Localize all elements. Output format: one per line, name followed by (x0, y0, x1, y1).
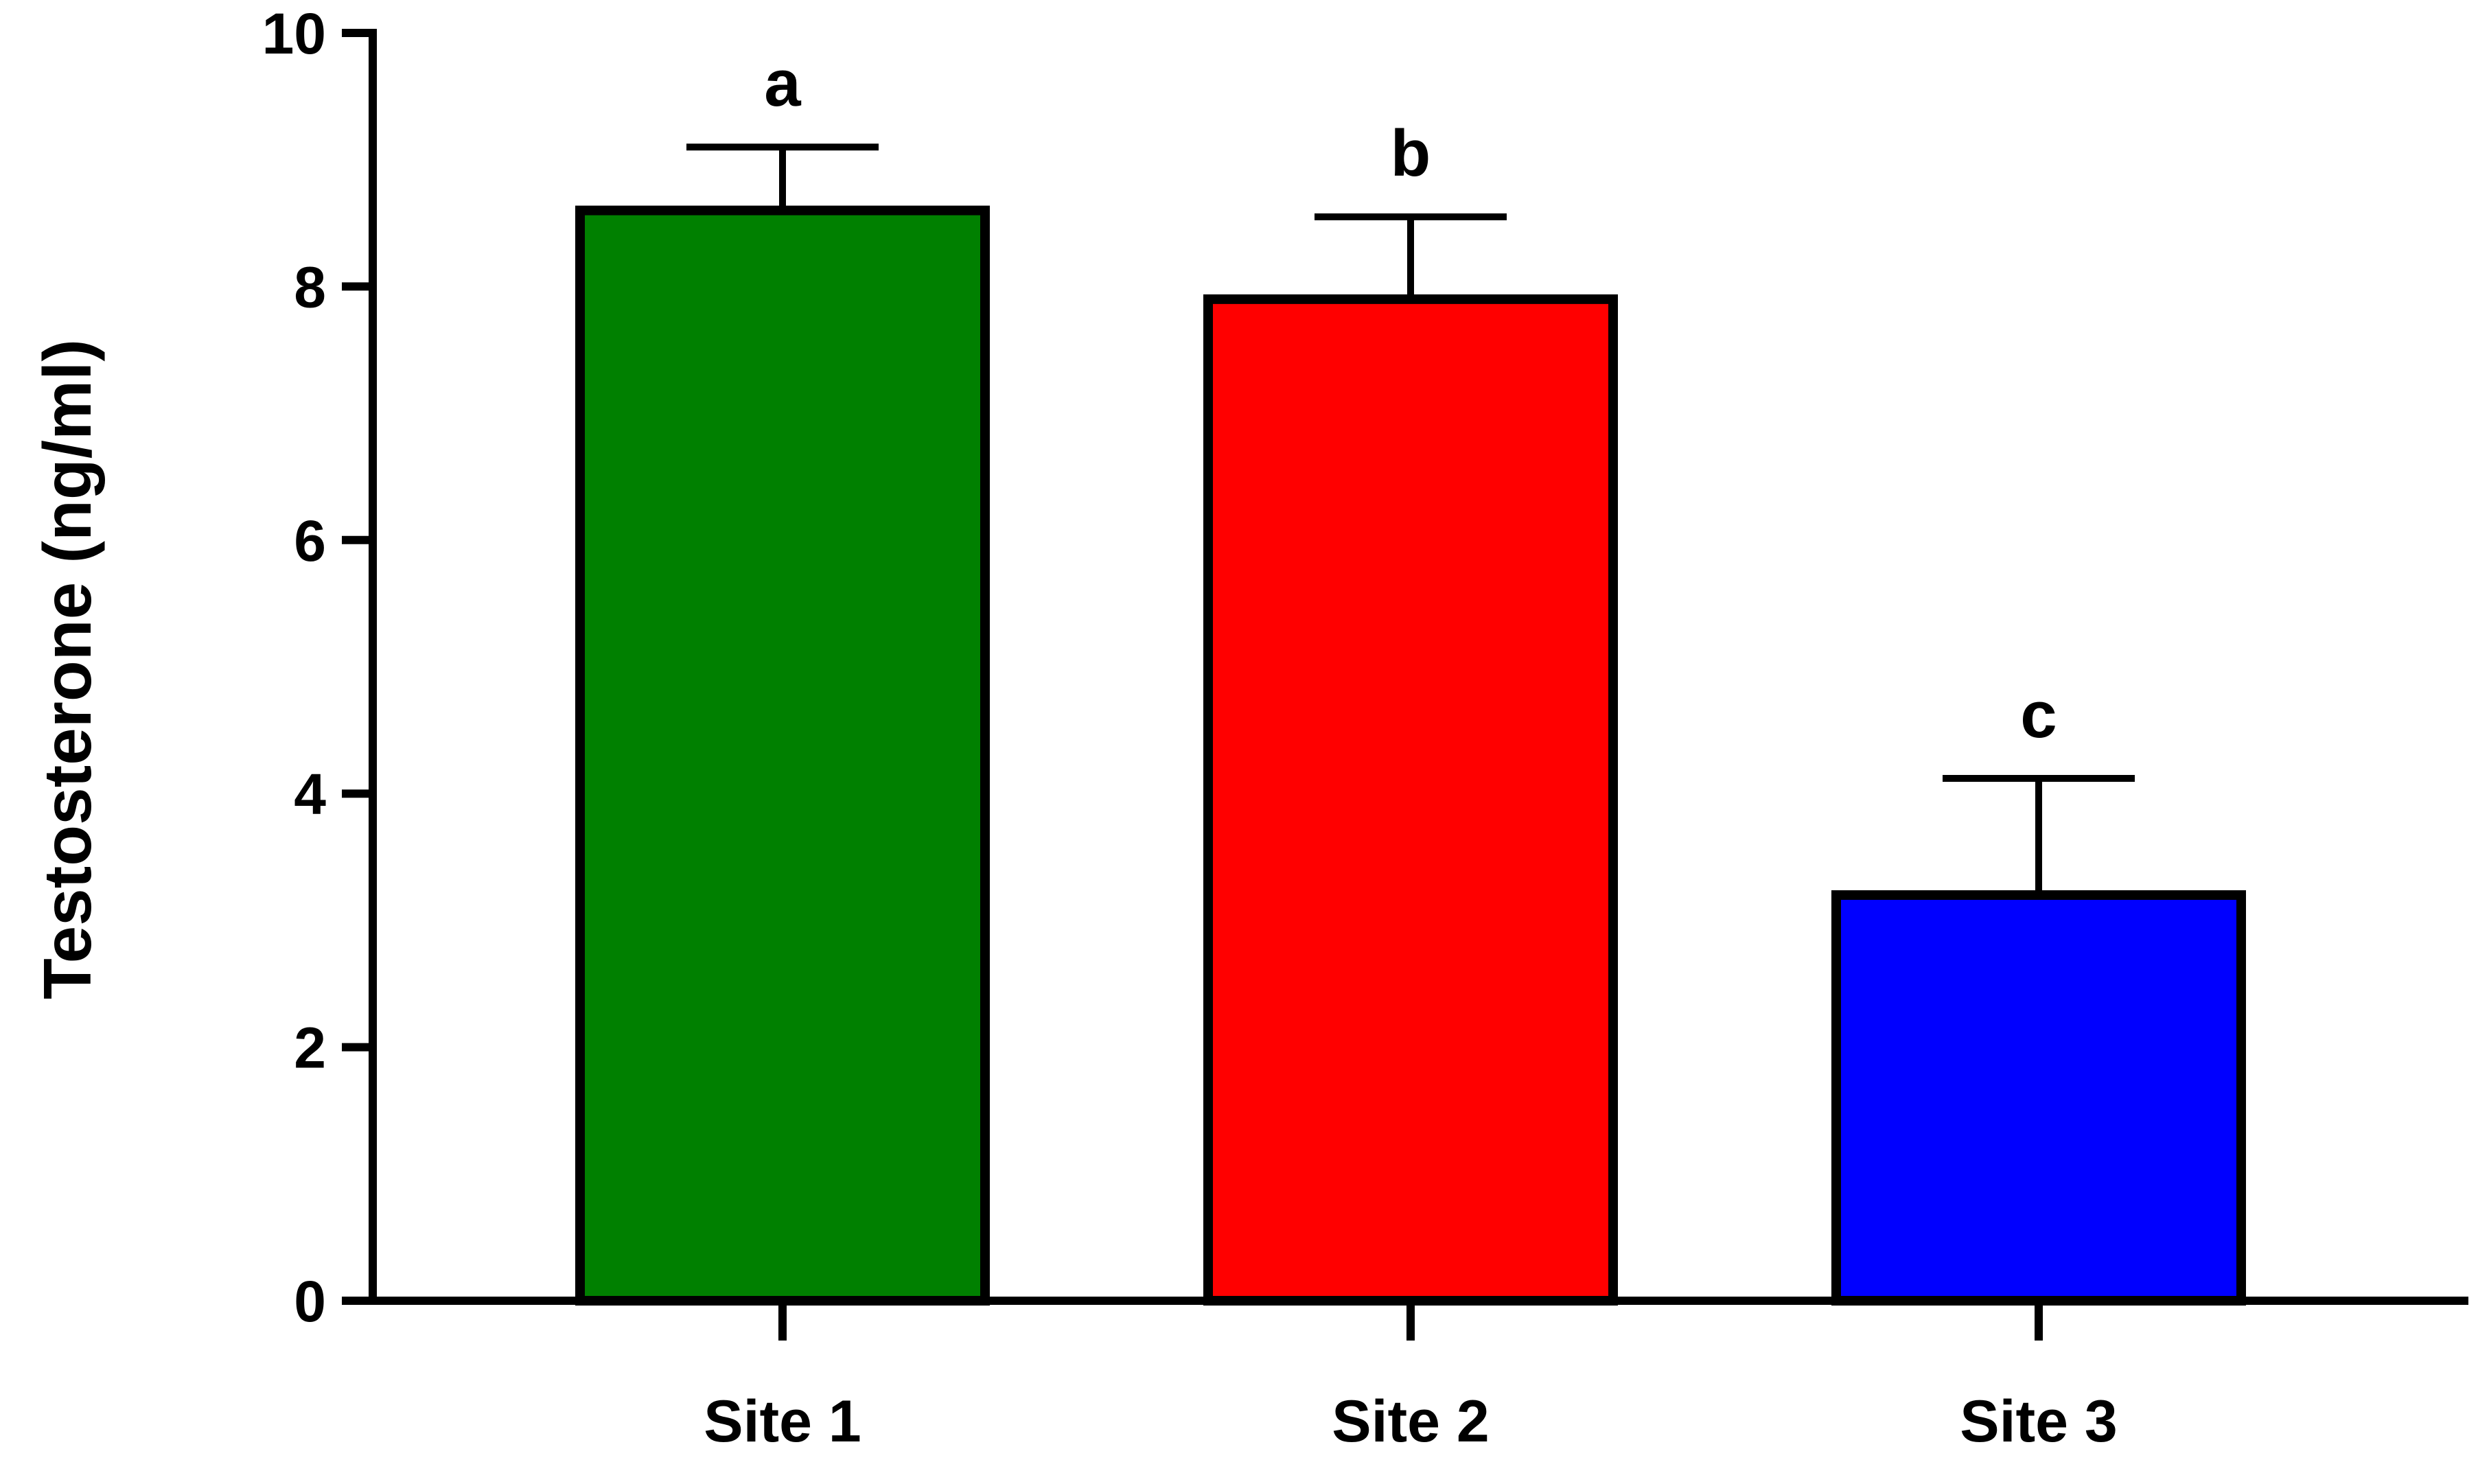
y-tick-label: 0 (294, 1269, 326, 1334)
significance-letter-2: b (1391, 117, 1431, 190)
x-tick-label-2: Site 2 (1332, 1389, 1489, 1454)
bar-1 (575, 205, 990, 1306)
significance-letter-1: a (764, 47, 801, 120)
y-tick-label: 4 (294, 762, 326, 826)
significance-letters-group: a b c (764, 47, 2057, 752)
y-tick-label: 2 (294, 1016, 326, 1080)
bar-3 (1831, 890, 2246, 1306)
y-axis-title: Testosterone (ng/ml) (30, 339, 105, 999)
axes-group (369, 29, 2468, 1305)
error-bars-group (686, 143, 2135, 895)
y-tick-label: 6 (294, 509, 326, 573)
significance-letter-3: c (2020, 678, 2057, 752)
y-tick-label: 10 (262, 1, 326, 66)
y-ticks-group: 0 2 4 6 8 10 (262, 1, 373, 1334)
bars-group (575, 205, 2246, 1306)
x-ticks-group: Site 1 Site 2 Site 3 (704, 1301, 2118, 1454)
bar-2 (1203, 294, 1618, 1306)
y-tick-label: 8 (294, 255, 326, 319)
x-tick-label-1: Site 1 (704, 1389, 861, 1454)
x-tick-label-3: Site 3 (1960, 1389, 2117, 1454)
